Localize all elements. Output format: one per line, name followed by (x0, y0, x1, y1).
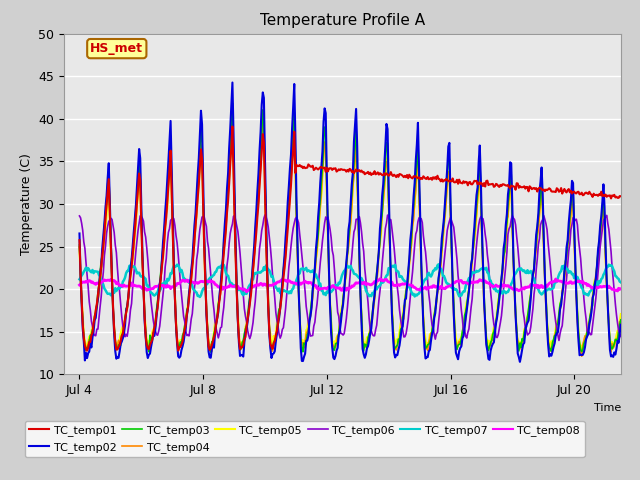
Title: Temperature Profile A: Temperature Profile A (260, 13, 425, 28)
Legend: TC_temp01, TC_temp02, TC_temp03, TC_temp04, TC_temp05, TC_temp06, TC_temp07, TC_: TC_temp01, TC_temp02, TC_temp03, TC_temp… (25, 421, 584, 457)
Y-axis label: Temperature (C): Temperature (C) (20, 153, 33, 255)
X-axis label: Time: Time (593, 403, 621, 413)
Text: HS_met: HS_met (90, 42, 143, 55)
